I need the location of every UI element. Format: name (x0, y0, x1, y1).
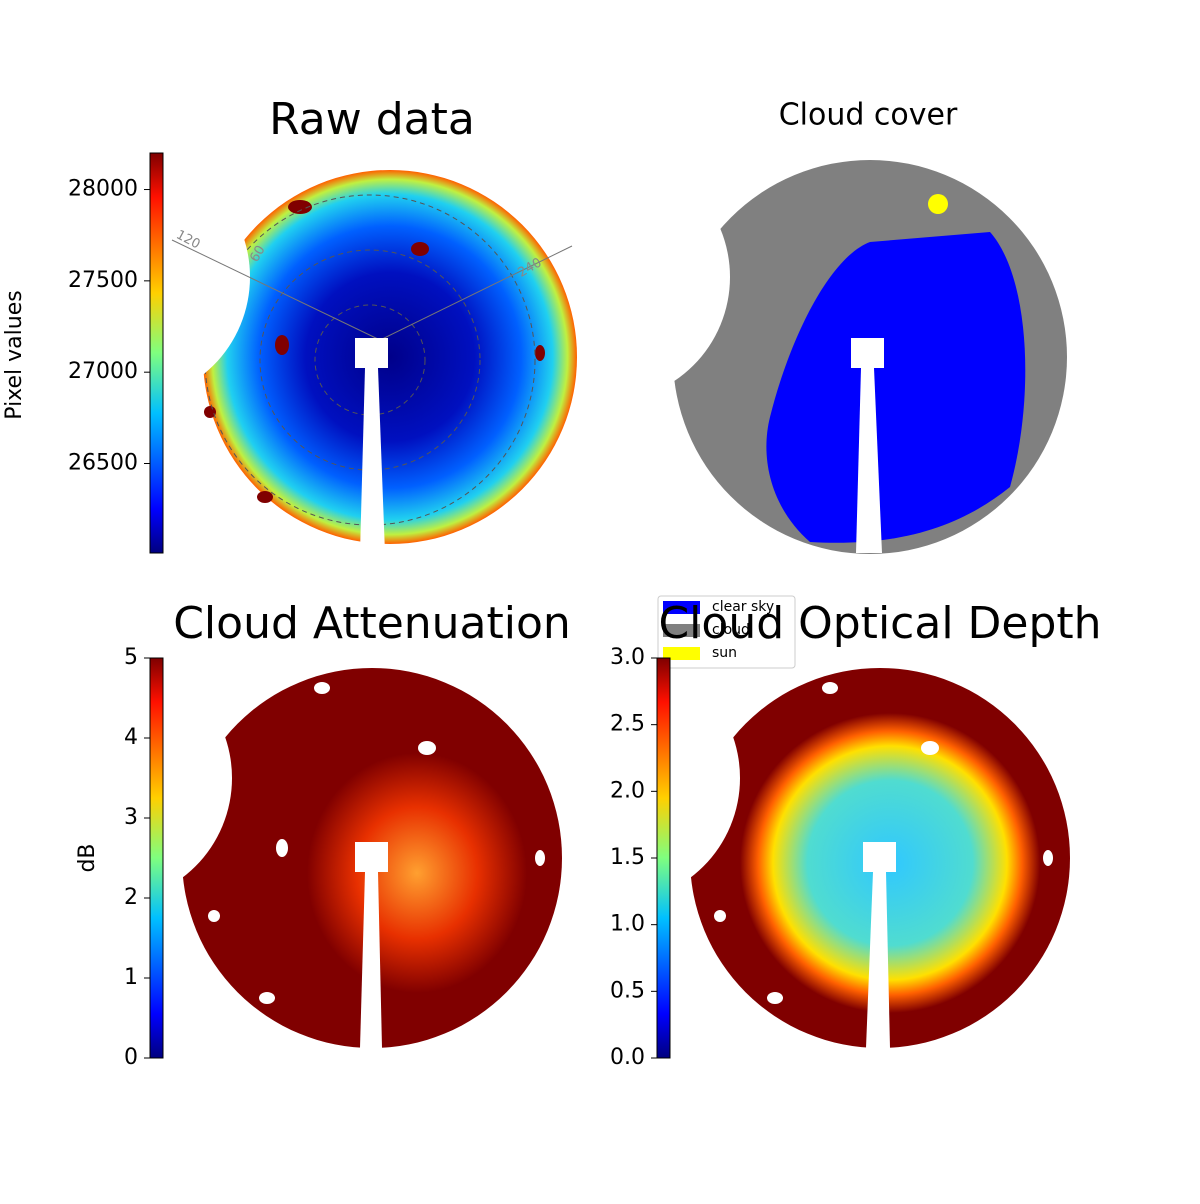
colorbar-label: Pixel values (2, 290, 27, 419)
tick-label: 28000 (68, 177, 138, 202)
legend-swatch (663, 601, 700, 614)
legend-label: clear sky (712, 599, 774, 615)
tick-label: 27000 (68, 359, 138, 384)
tick-label: 2.5 (610, 712, 645, 737)
chart-title: Cloud Attenuation (173, 598, 571, 649)
legend: clear sky cloud sun (657, 595, 796, 669)
legend-label: sun (712, 645, 737, 661)
tick-label: 0.5 (610, 978, 645, 1003)
legend-swatch (663, 647, 700, 660)
chart-title: Cloud cover (779, 98, 958, 133)
legend-label: cloud (712, 622, 750, 638)
colorbar (149, 152, 164, 554)
tick-label: 2 (124, 885, 138, 910)
chart-title: Raw data (269, 94, 475, 145)
chart-title: Cloud Optical Depth (658, 598, 1101, 649)
polar-label: 60 (247, 243, 268, 265)
colorbar-label: dB (75, 843, 100, 872)
tick-label: 5 (124, 645, 138, 670)
legend-swatch (663, 624, 700, 637)
tick-label: 1.5 (610, 845, 645, 870)
tick-label: 0.0 (610, 1045, 645, 1070)
tick-label: 3 (124, 805, 138, 830)
tick-label: 4 (124, 725, 138, 750)
polar-label: 120 (174, 228, 203, 253)
tick-label: 3.0 (610, 645, 645, 670)
tick-label: 0 (124, 1045, 138, 1070)
tick-label: 1 (124, 965, 138, 990)
tick-label: 2.0 (610, 778, 645, 803)
tick-label: 27500 (68, 268, 138, 293)
tick-label: 1.0 (610, 912, 645, 937)
colorbar (656, 657, 671, 1059)
colorbar (149, 657, 164, 1059)
raw-image (203, 170, 577, 544)
tick-label: 26500 (68, 451, 138, 476)
